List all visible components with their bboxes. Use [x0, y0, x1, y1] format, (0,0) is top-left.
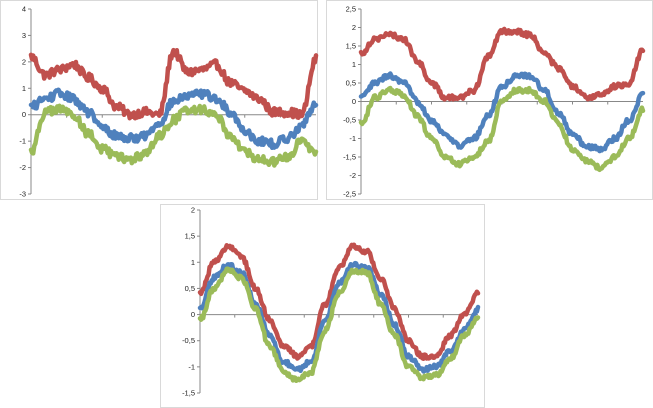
series-line-0 — [28, 47, 319, 121]
chart-bottom-center: 2 1,5 1 0,5 0 -0,5 -1 -1,5 — [160, 204, 485, 408]
y-tick-label: 2 — [191, 206, 195, 215]
y-tick-label: -2,5 — [343, 190, 356, 199]
y-tick-label: -1 — [349, 134, 356, 143]
y-tick-label: 2,5 — [346, 5, 356, 14]
y-tick-label: -1,5 — [343, 153, 356, 162]
y-tick-label: -1 — [188, 362, 195, 371]
y-tick-label: 1 — [22, 84, 26, 93]
y-tick-label: 3 — [22, 31, 26, 40]
y-tick-label: -0,5 — [182, 336, 195, 345]
y-tick-label: -2 — [19, 163, 26, 172]
series-line-2 — [197, 266, 481, 384]
y-tick-label: -0,5 — [343, 116, 356, 125]
y-tick-label: 1 — [191, 258, 195, 267]
series-line-2 — [358, 85, 646, 173]
y-tick-label: 2 — [22, 57, 26, 66]
y-tick-label: -3 — [19, 190, 26, 199]
y-tick-label: -2 — [349, 171, 356, 180]
series-line-1 — [28, 87, 319, 151]
y-tick-label: 1,5 — [346, 42, 356, 51]
y-tick-label: 2 — [352, 23, 356, 32]
y-tick-label: 0 — [191, 310, 195, 319]
chart-top-right: 2,5 2 1,5 1 0,5 0 -0,5 -1 -1,5 -2 -2,5 — [326, 0, 653, 200]
y-tick-label: 0,5 — [346, 79, 356, 88]
y-tick-label: 0 — [22, 110, 26, 119]
y-tick-label: 4 — [22, 5, 26, 14]
series-line-2 — [28, 103, 319, 168]
y-tick-label: 0,5 — [185, 284, 195, 293]
series-line-1 — [358, 71, 646, 154]
y-tick-label: 1,5 — [185, 232, 195, 241]
series-line-0 — [358, 26, 646, 102]
series-line-0 — [197, 242, 481, 361]
y-tick-label: -1 — [19, 137, 26, 146]
y-tick-label: -1,5 — [182, 389, 195, 398]
y-tick-label: 0 — [352, 97, 356, 106]
chart-top-left: 4 3 2 1 0 -1 -2 -3 — [0, 0, 319, 200]
y-tick-label: 1 — [352, 60, 356, 69]
chart-frame — [0, 0, 318, 200]
